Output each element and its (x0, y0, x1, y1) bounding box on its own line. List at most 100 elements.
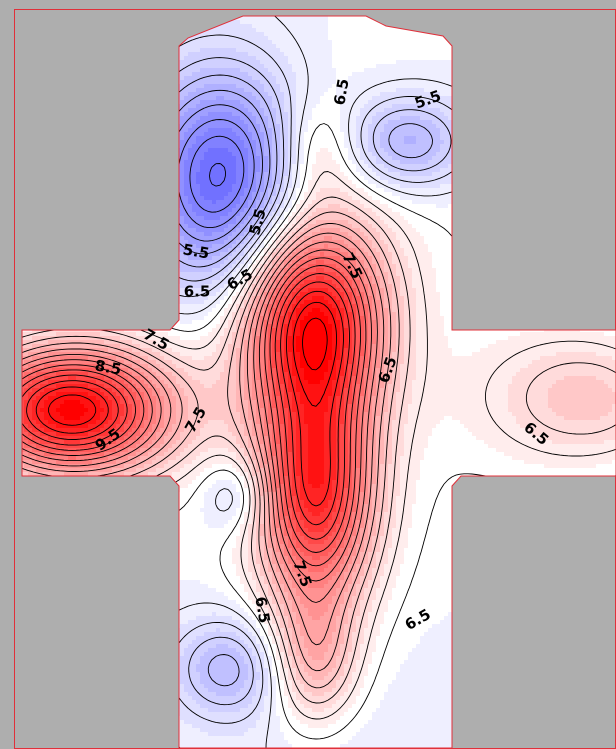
heatmap-cell (332, 44, 337, 49)
heatmap-cell (340, 16, 345, 21)
heatmap-cell (308, 100, 313, 105)
heatmap-cell (348, 48, 353, 53)
heatmap-cell (264, 64, 269, 69)
heatmap-cell (444, 96, 449, 101)
heatmap-cell (280, 104, 285, 109)
heatmap-cell (244, 76, 249, 81)
heatmap-cell (308, 44, 313, 49)
heatmap-cell (276, 32, 281, 37)
heatmap-cell (372, 72, 377, 77)
heatmap-cell (432, 36, 437, 41)
heatmap-cell (232, 20, 237, 25)
heatmap-cell (368, 40, 373, 45)
heatmap-cell (276, 112, 281, 117)
heatmap-cell (268, 64, 273, 69)
heatmap-cell (208, 68, 213, 73)
heatmap-cell (260, 32, 265, 37)
heatmap-cell (416, 64, 421, 69)
heatmap-cell (352, 24, 357, 29)
heatmap-cell (228, 100, 233, 105)
heatmap-cell (272, 72, 277, 77)
heatmap-cell (388, 32, 393, 37)
heatmap-cell (440, 108, 445, 113)
heatmap-cell (224, 84, 229, 89)
heatmap-cell (444, 60, 449, 65)
heatmap-cell (212, 128, 217, 133)
heatmap-cell (184, 68, 189, 73)
heatmap-cell (272, 48, 277, 53)
heatmap-cell (352, 68, 357, 73)
heatmap-cell (416, 44, 421, 49)
heatmap-cell (252, 80, 257, 85)
heatmap-cell (248, 112, 253, 117)
heatmap-cell (212, 108, 217, 113)
heatmap-cell (436, 60, 441, 65)
heatmap-cell (256, 28, 261, 33)
heatmap-cell (212, 92, 217, 97)
heatmap-cell (416, 84, 421, 89)
heatmap-cell (368, 96, 373, 101)
heatmap-cell (400, 120, 405, 125)
heatmap-cell (440, 56, 445, 61)
heatmap-cell (272, 28, 277, 33)
heatmap-cell (360, 104, 365, 109)
heatmap-cell (424, 60, 429, 65)
heatmap-cell (348, 64, 353, 69)
heatmap-cell (328, 52, 333, 57)
heatmap-cell (264, 56, 269, 61)
heatmap-cell (440, 76, 445, 81)
heatmap-cell (388, 92, 393, 97)
heatmap-cell (432, 44, 437, 49)
heatmap-cell (340, 36, 345, 41)
heatmap-cell (388, 108, 393, 113)
heatmap-cell (224, 96, 229, 101)
heatmap-cell (220, 64, 225, 69)
heatmap-cell (304, 124, 309, 129)
heatmap-cell (308, 64, 313, 69)
heatmap-cell (424, 68, 429, 73)
heatmap-cell (180, 56, 185, 61)
heatmap-cell (236, 84, 241, 89)
heatmap-cell (188, 52, 193, 57)
heatmap-cell (344, 20, 349, 25)
heatmap-cell (300, 68, 305, 73)
heatmap-cell (344, 48, 349, 53)
heatmap-cell (392, 104, 397, 109)
heatmap-cell (420, 44, 425, 49)
heatmap-cell (352, 36, 357, 41)
heatmap-cell (232, 72, 237, 77)
heatmap-cell (296, 32, 301, 37)
heatmap-cell (388, 88, 393, 93)
heatmap-cell (256, 64, 261, 69)
heatmap-cell (376, 76, 381, 81)
heatmap-cell (284, 32, 289, 37)
heatmap-cell (380, 36, 385, 41)
heatmap-cell (256, 40, 261, 45)
heatmap-cell (304, 24, 309, 29)
heatmap-cell (232, 32, 237, 37)
heatmap-cell (348, 60, 353, 65)
heatmap-cell (228, 52, 233, 57)
heatmap-cell (364, 72, 369, 77)
heatmap-cell (284, 108, 289, 113)
heatmap-cell (248, 56, 253, 61)
heatmap-cell (356, 124, 361, 129)
heatmap-cell (336, 48, 341, 53)
heatmap-cell (364, 36, 369, 41)
heatmap-cell (364, 40, 369, 45)
heatmap-cell (316, 48, 321, 53)
heatmap-cell (316, 64, 321, 69)
heatmap-cell (220, 92, 225, 97)
heatmap-cell (328, 40, 333, 45)
heatmap-cell (352, 112, 357, 117)
heatmap-cell (236, 68, 241, 73)
heatmap-cell (324, 32, 329, 37)
heatmap-cell (396, 88, 401, 93)
heatmap-cell (392, 28, 397, 33)
heatmap-cell (288, 60, 293, 65)
heatmap-cell (252, 60, 257, 65)
heatmap-cell (288, 36, 293, 41)
heatmap-cell (256, 56, 261, 61)
heatmap-cell (252, 28, 257, 33)
heatmap-cell (292, 76, 297, 81)
